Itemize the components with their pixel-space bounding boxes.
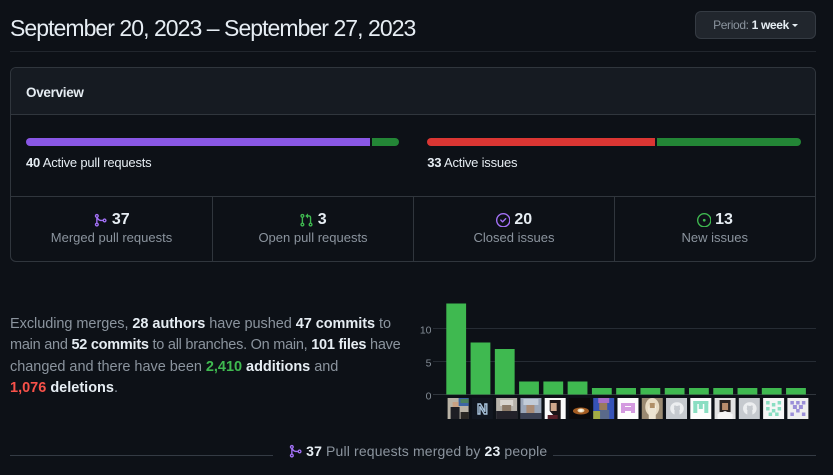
svg-text:N: N bbox=[477, 401, 488, 418]
svg-text:10: 10 bbox=[420, 325, 432, 337]
svg-text:5: 5 bbox=[426, 358, 432, 370]
svg-text:0: 0 bbox=[426, 391, 432, 403]
